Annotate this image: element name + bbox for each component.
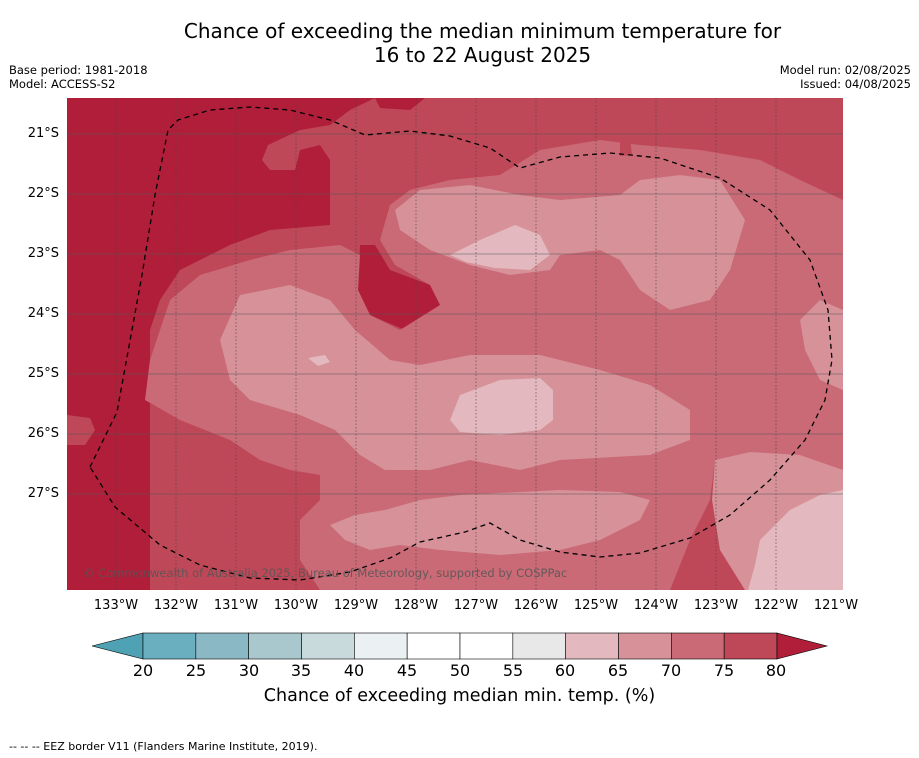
graticule [67,98,843,590]
colorbar-title: Chance of exceeding median min. temp. (%… [263,686,656,706]
lon-label: 124°W [633,598,679,613]
map-field [67,98,843,590]
colorbar-swatch [512,632,566,660]
lon-label: 125°W [573,598,619,613]
colorbar-tick: 60 [554,661,576,680]
lon-label: 128°W [393,598,439,613]
field-65-70-north [395,175,745,310]
chart-title-line1: Chance of exceeding the median minimum t… [183,19,782,43]
eez-border [89,106,833,581]
lat-label: 25°S [27,366,59,381]
colorbar-swatch [354,632,408,660]
colorbar-tick: 40 [343,661,365,680]
lat-label: 27°S [27,486,59,501]
lat-label: 24°S [27,306,59,321]
lon-label: 131°W [213,598,259,613]
base-period: Base period: 1981-2018 [9,63,148,77]
lon-label: 129°W [333,598,379,613]
field-over80-north [375,98,425,110]
field-60-65-north [450,225,550,270]
model-name: Model: ACCESS-S2 [9,77,116,91]
model-run: Model run: 02/08/2025 [779,63,911,77]
colorbar-over-arrow [776,632,829,660]
colorbar-tick: 25 [185,661,207,680]
colorbar-tick: 50 [449,661,471,680]
colorbar [91,632,829,660]
colorbar-swatch [565,632,619,660]
colorbar-swatch [248,632,302,660]
colorbar-swatch [723,632,778,660]
colorbar-tick: 20 [132,661,154,680]
lat-label: 22°S [27,186,59,201]
field-65-70-east [800,300,843,390]
field-60-65-dot [308,355,330,366]
lon-label: 123°W [693,598,739,613]
lat-label: 21°S [27,126,59,141]
lon-label: 122°W [753,598,799,613]
lat-label: 26°S [27,426,59,441]
colorbar-swatch [671,632,725,660]
colorbar-tick: 30 [238,661,260,680]
footnote-eez: -- -- -- EEZ border V11 (Flanders Marine… [9,740,318,753]
field-65-70-center [220,285,690,470]
colorbar-swatch [459,632,514,660]
colorbar-tick: 55 [502,661,524,680]
colorbar-swatch [142,632,197,660]
issued-date: Issued: 04/08/2025 [800,77,911,91]
lon-label: 130°W [273,598,319,613]
lat-label: 23°S [27,246,59,261]
colorbar-under-arrow [91,632,144,660]
field-75-80-west [67,415,95,445]
lon-label: 127°W [453,598,499,613]
chart-title-line2: 16 to 22 August 2025 [373,43,592,67]
field-75-80-patch [620,137,632,156]
colorbar-tick: 45 [396,661,418,680]
colorbar-tick: 80 [765,661,787,680]
meta-left: Base period: 1981-2018 Model: ACCESS-S2 [9,63,148,91]
lon-label: 121°W [813,598,859,613]
colorbar-tick: 75 [713,661,735,680]
meta-right: Model run: 02/08/2025 Issued: 04/08/2025 [780,63,911,91]
lon-label: 132°W [153,598,199,613]
colorbar-tick: 65 [607,661,629,680]
lon-label: 126°W [513,598,559,613]
field-over80-patch [358,245,445,330]
colorbar-tick: 70 [660,661,682,680]
lon-label: 133°W [93,598,139,613]
field-60-65-se [748,490,843,590]
colorbar-swatch [406,632,461,660]
copyright-text: © Commonwealth of Australia 2025, Bureau… [83,566,568,580]
colorbar-swatch [195,632,249,660]
colorbar-tick: 35 [290,661,312,680]
colorbar-swatch [618,632,672,660]
colorbar-swatch [301,632,355,660]
